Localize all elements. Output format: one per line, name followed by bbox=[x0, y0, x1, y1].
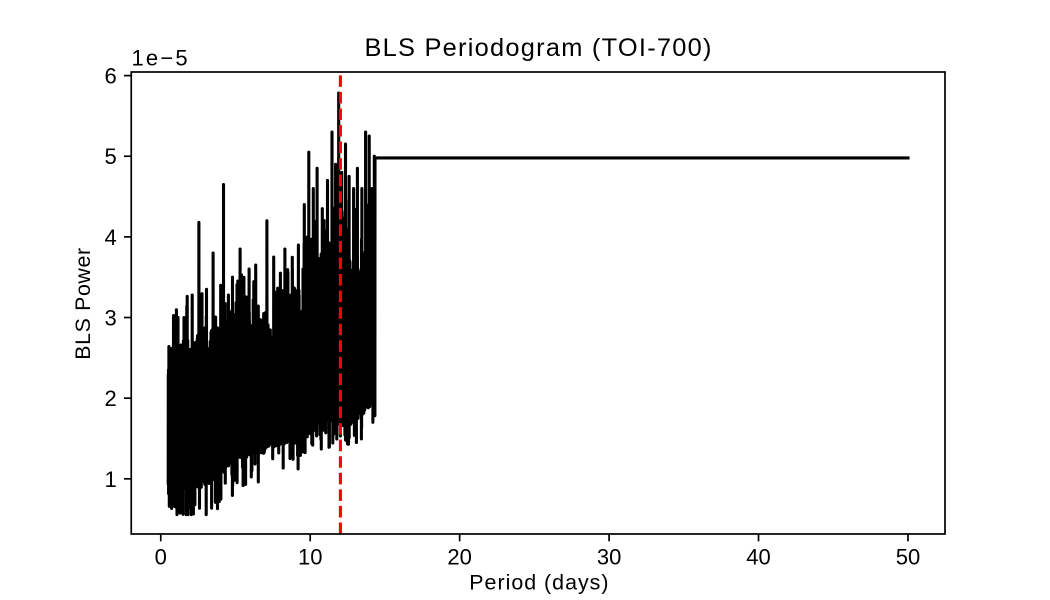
svg-text:0: 0 bbox=[155, 545, 167, 570]
svg-text:20: 20 bbox=[447, 545, 471, 570]
svg-text:BLS Periodogram (TOI-700): BLS Periodogram (TOI-700) bbox=[364, 34, 712, 62]
svg-text:1e−5: 1e−5 bbox=[132, 46, 190, 71]
svg-text:5: 5 bbox=[104, 144, 116, 169]
svg-text:2: 2 bbox=[104, 386, 116, 411]
svg-text:50: 50 bbox=[896, 545, 920, 570]
svg-text:4: 4 bbox=[104, 225, 116, 250]
svg-text:6: 6 bbox=[104, 64, 116, 89]
svg-text:40: 40 bbox=[746, 545, 770, 570]
svg-text:30: 30 bbox=[597, 545, 621, 570]
svg-text:BLS Power: BLS Power bbox=[71, 247, 95, 359]
svg-text:1: 1 bbox=[104, 467, 116, 492]
svg-text:Period (days): Period (days) bbox=[469, 571, 609, 595]
svg-text:3: 3 bbox=[104, 306, 116, 331]
svg-text:10: 10 bbox=[298, 545, 322, 570]
